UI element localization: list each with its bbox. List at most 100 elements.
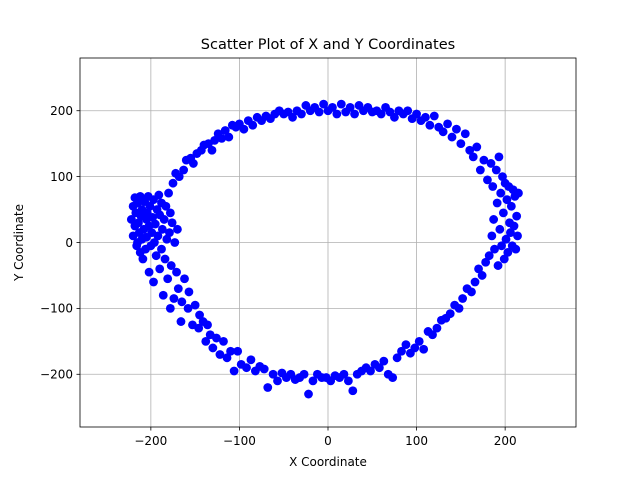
scatter-point [319, 99, 328, 109]
scatter-point [494, 152, 504, 162]
y-tick-label: 100 [50, 170, 73, 184]
scatter-point [458, 294, 468, 303]
scatter-point [239, 124, 249, 134]
scatter-point [208, 343, 218, 353]
scatter-point [501, 234, 511, 244]
scatter-point [498, 208, 508, 218]
scatter-point [412, 109, 421, 119]
scatter-point [133, 198, 142, 208]
scatter-point [432, 323, 442, 333]
scatter-point [149, 277, 158, 287]
y-tick-label: −100 [40, 302, 73, 316]
scatter-point [161, 201, 171, 211]
scatter-point [246, 355, 256, 365]
scatter-point [491, 165, 501, 175]
scatter-point [222, 353, 232, 363]
scatter-point [470, 277, 480, 287]
scatter-point [299, 369, 309, 379]
scatter-point [154, 190, 164, 200]
scatter-point [220, 126, 230, 135]
scatter-point [151, 251, 161, 261]
scatter-point [345, 103, 355, 112]
x-tick-label: 100 [405, 434, 428, 448]
scatter-point [314, 107, 324, 117]
scatter-point [498, 172, 507, 182]
scatter-point [304, 389, 313, 399]
scatter-point [195, 310, 204, 320]
scatter-point [194, 323, 204, 333]
scatter-point [150, 219, 160, 229]
scatter-point [447, 132, 457, 142]
scatter-point [429, 111, 439, 121]
x-tick-label: −200 [134, 434, 167, 448]
chart-title: Scatter Plot of X and Y Coordinates [201, 37, 455, 53]
scatter-point [308, 376, 318, 386]
scatter-point [460, 129, 470, 139]
scatter-point [410, 343, 420, 353]
scatter-point [126, 215, 136, 224]
scatter-point [514, 188, 523, 198]
scatter-point [336, 99, 346, 109]
scatter-point [207, 145, 217, 155]
scatter-point [512, 211, 522, 221]
scatter-point [159, 215, 169, 224]
x-tick-label: 200 [494, 434, 517, 448]
scatter-point [401, 340, 411, 350]
scatter-point [179, 165, 189, 175]
scatter-point [165, 228, 174, 238]
scatter-point [388, 373, 398, 382]
points-layer [126, 99, 523, 399]
scatter-point [167, 218, 177, 228]
scatter-point [503, 247, 513, 257]
scatter-point [513, 231, 522, 241]
scatter-point [215, 350, 225, 359]
scatter-point [502, 195, 512, 205]
y-tick-label: −200 [40, 368, 73, 382]
scatter-point [376, 109, 386, 119]
scatter-point [428, 330, 437, 340]
scatter-point [468, 152, 478, 162]
scatter-point [155, 264, 165, 274]
scatter-point [288, 112, 297, 122]
scatter-point [467, 287, 476, 297]
ticks-layer: −200 −100 0 100 200 −200 −100 0 100 200 [40, 104, 517, 448]
scatter-point [403, 106, 413, 116]
scatter-point [168, 178, 178, 188]
scatter-point [506, 201, 516, 211]
scatter-point [425, 120, 435, 130]
scatter-point [233, 346, 243, 356]
scatter-point [490, 244, 499, 254]
scatter-point [496, 188, 506, 198]
scatter-point [153, 231, 163, 241]
scatter-point [138, 254, 148, 264]
scatter-point [268, 369, 278, 379]
scatter-point [465, 145, 475, 155]
scatter-point [176, 317, 186, 326]
scatter-point [297, 109, 306, 119]
scatter-point [390, 112, 399, 122]
scatter-point [166, 261, 176, 270]
scatter-point [487, 231, 497, 241]
scatter-point [173, 284, 183, 294]
scatter-point [203, 320, 212, 330]
scatter-point [511, 244, 521, 254]
scatter-point [495, 224, 505, 234]
y-tick-label: 200 [50, 104, 73, 118]
scatter-point [273, 376, 282, 386]
scatter-point [348, 386, 358, 396]
scatter-point [174, 172, 184, 182]
scatter-point [397, 346, 406, 356]
scatter-point [164, 188, 173, 198]
scatter-point [158, 290, 168, 300]
scatter-point [414, 336, 424, 346]
scatter-point [477, 271, 487, 280]
scatter-point [170, 238, 180, 247]
scatter-point [163, 274, 173, 284]
scatter-point [328, 103, 337, 112]
scatter-point [160, 254, 170, 264]
x-tick-label: −100 [223, 434, 256, 448]
scatter-point [506, 228, 515, 238]
scatter-point [419, 344, 429, 354]
y-tick-label: 0 [65, 236, 73, 250]
